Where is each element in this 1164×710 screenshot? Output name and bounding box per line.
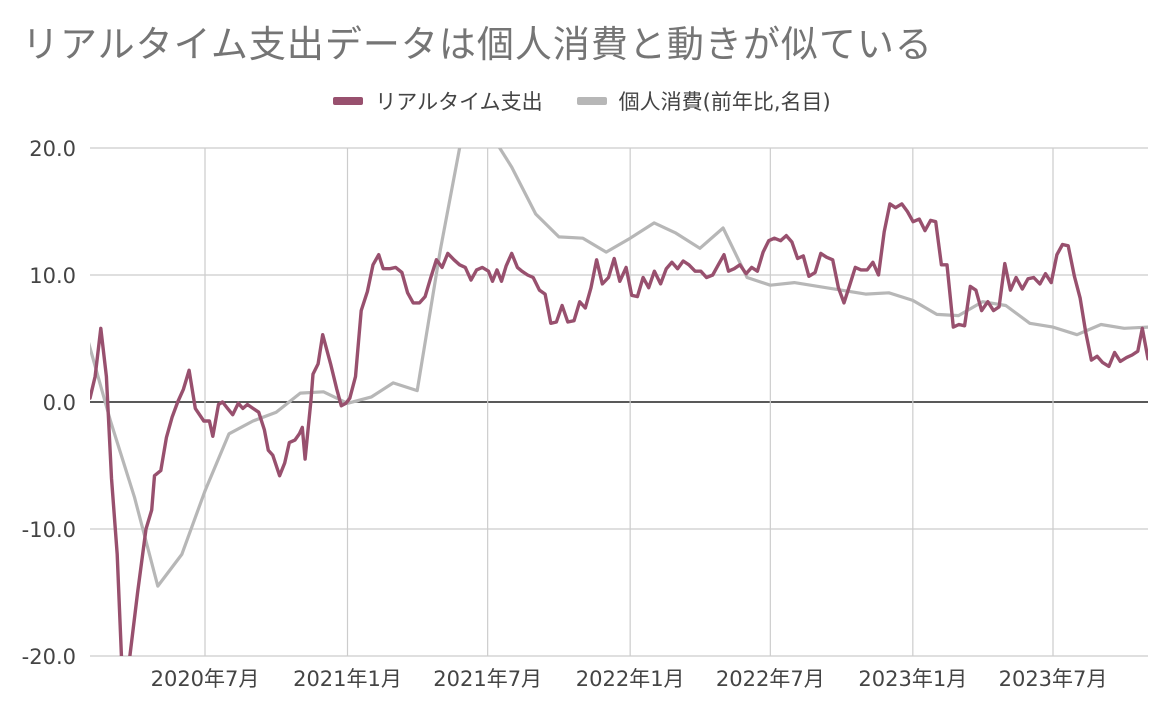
y-tick-label: 20.0 bbox=[29, 137, 76, 161]
legend-label-spend: リアルタイム支出 bbox=[375, 90, 543, 114]
legend: リアルタイム支出 個人消費(前年比,名目) bbox=[0, 86, 1164, 116]
x-tick-label: 2021年1月 bbox=[293, 667, 402, 691]
series-line-personal-consumption bbox=[90, 148, 1148, 588]
chart-title: リアルタイム支出データは個人消費と動きが似ている bbox=[22, 23, 933, 66]
gridlines bbox=[90, 147, 1148, 657]
axis-labels: 20.0 10.0 0.0 -10.0 -20.0 2020年7月 2021年1月 2021年… bbox=[22, 137, 1108, 691]
series-lines bbox=[90, 148, 1148, 656]
x-tick-label: 2020年7月 bbox=[151, 667, 260, 691]
x-tick-label: 2023年7月 bbox=[999, 667, 1108, 691]
legend-item-spend[interactable]: リアルタイム支出 bbox=[333, 86, 543, 116]
legend-swatch-consumption bbox=[576, 97, 607, 105]
legend-swatch-spend bbox=[333, 97, 364, 105]
y-tick-label: 0.0 bbox=[43, 391, 76, 415]
x-tick-label: 2022年7月 bbox=[716, 667, 825, 691]
x-tick-label: 2021年7月 bbox=[433, 667, 542, 691]
x-tick-label: 2023年1月 bbox=[858, 667, 967, 691]
y-tick-label: 10.0 bbox=[29, 264, 76, 288]
y-tick-label: -10.0 bbox=[22, 518, 76, 542]
x-tick-label: 2022年1月 bbox=[576, 667, 685, 691]
y-tick-label: -20.0 bbox=[22, 645, 76, 669]
legend-item-consumption[interactable]: 個人消費(前年比,名目) bbox=[576, 86, 831, 116]
legend-label-consumption: 個人消費(前年比,名目) bbox=[618, 90, 831, 114]
series-line-realtime-spend bbox=[90, 202, 1148, 656]
